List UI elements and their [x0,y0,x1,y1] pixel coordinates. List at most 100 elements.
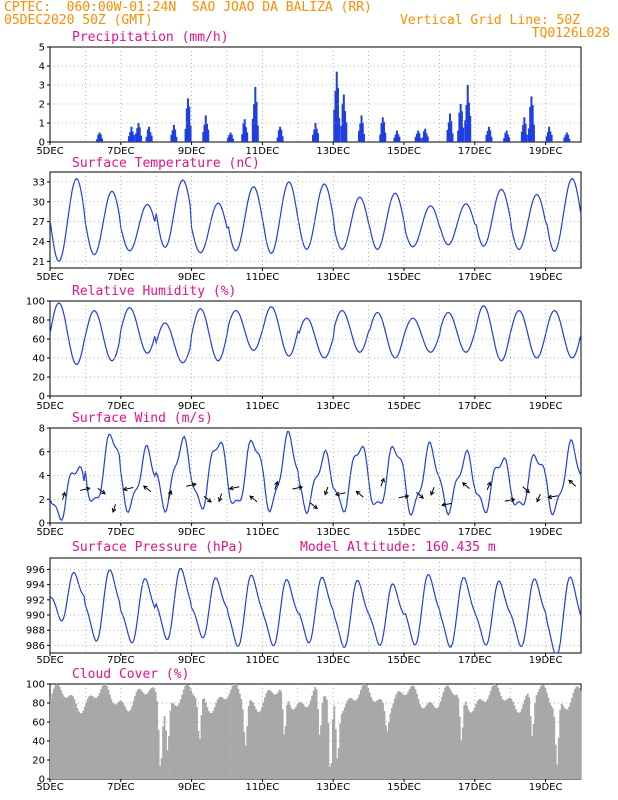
cloud-bar [128,711,131,779]
precip-bar [254,86,257,142]
cloud-bar [107,689,110,779]
cloud-bar [396,691,399,779]
wind-arrow [123,487,134,491]
cloud-bar [447,685,449,779]
panel-title: Relative Humidity (%) [72,284,236,299]
precip-bar [314,123,317,142]
wind-arrow-head [142,485,148,490]
cloud-bar [376,700,379,779]
cloud-bar [562,705,565,779]
y-tick-label: 4 [39,471,45,482]
cloud-bar [458,716,461,779]
cloud-bar [281,709,284,779]
precip-bar [251,118,254,142]
wind-arrow [324,486,329,495]
cloud-bar [436,708,439,779]
cloud-bar [182,689,185,779]
precip-bar [172,124,175,142]
cloud-bar [106,685,108,779]
cloud-bar [299,701,302,779]
y-tick-label: 3 [39,81,45,92]
y-tick-label: 100 [26,297,45,308]
x-tick-label: 13DEC [316,655,350,666]
cloud-bar [509,697,511,779]
cloud-bar [72,696,74,779]
cloud-bar [574,688,576,779]
wind-arrow-head [298,485,304,491]
cloud-bar [315,689,318,779]
y-tick-label: 0 [39,775,45,786]
precip-bar [361,122,364,142]
cloud-bar [86,698,89,779]
cloud-bar [225,698,228,779]
cloud-bar [193,695,195,779]
y-tick-label: 40 [32,737,45,748]
cloud-bar [172,703,175,779]
cloud-bar [60,690,63,779]
series-line [49,567,582,654]
wind-arrow [462,482,470,490]
panel-3: 0 2 4 6 8 5DEC 7DEC 9DEC 11DEC 13DEC 15DEC 17DEC 19D… [36,411,582,538]
precip-bar [241,134,244,142]
cloud-bar [370,697,373,779]
precip-bar [394,134,397,142]
x-tick-label: 19DEC [529,782,563,793]
cloud-bar [215,703,218,779]
y-tick-label: 990 [26,611,45,622]
cloud-bar [293,708,296,779]
cloud-bar [379,699,381,779]
cloud-bar [399,691,402,779]
cloud-bar [504,700,507,779]
precip-bar [527,128,530,142]
cloud-bar [435,708,438,779]
cloud-bar [156,701,159,779]
cloud-bar [382,702,384,779]
y-tick-label: 4 [39,62,45,73]
cloud-bar [76,707,79,779]
cloud-bar [255,709,257,779]
cloud-bar [383,710,386,779]
cloud-bar [365,684,368,779]
x-tick-label: 9DEC [178,782,205,793]
cloud-bar [117,701,120,779]
precip-bar [334,90,337,142]
precip-bar [227,137,230,142]
cloud-bar [231,685,234,779]
y-tick-label: 24 [32,237,45,248]
precip-bar [504,132,507,142]
cloud-bar [250,700,253,779]
cloud-bar [57,684,60,779]
y-tick-label: 1 [39,119,45,130]
cloud-bar [429,702,432,779]
x-tick-label: 17DEC [458,527,492,538]
cloud-bar [303,706,306,779]
precip-bar [131,131,134,142]
cloud-bar [333,705,336,779]
precip-bar [229,132,232,142]
cloud-bar [485,701,488,779]
x-tick-label: 9DEC [178,527,205,538]
y-tick-label: 986 [26,641,45,652]
precip-bar [508,137,511,142]
cloud-bar [476,701,479,779]
cloud-bar [526,693,529,779]
cloud-bar [54,685,57,779]
cloud-bar [538,688,541,779]
precip-bar [188,106,191,142]
series-line [49,302,582,366]
cloud-bar [489,690,492,779]
cloud-bar [110,699,113,779]
cloud-bar [191,693,194,779]
precip-bar [204,115,207,142]
cloud-bar [464,701,467,779]
wind-arrow-head [430,490,435,496]
cloud-bar [469,712,472,779]
precip-bar [340,125,343,142]
wind-arrow-head [217,497,223,503]
precip-bar [398,136,401,142]
cloud-bar [342,710,345,779]
precip-bar [230,134,233,142]
y-tick-label: 80 [32,316,45,327]
cloud-bar [52,688,55,779]
precip-bar [174,129,177,142]
